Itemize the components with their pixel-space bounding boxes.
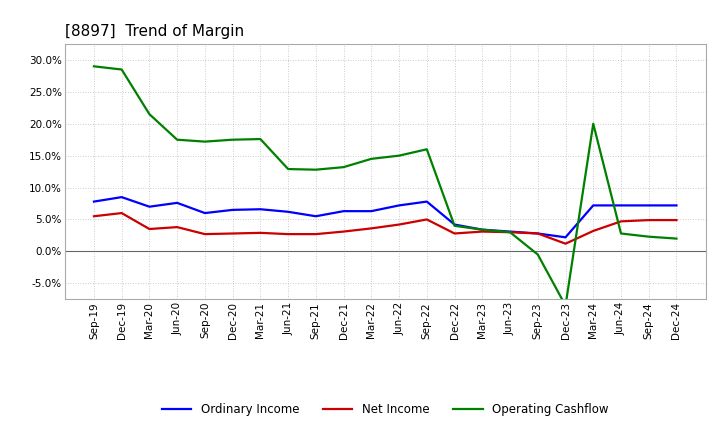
Net Income	[561, 241, 570, 246]
Net Income	[201, 231, 210, 237]
Text: [8897]  Trend of Margin: [8897] Trend of Margin	[65, 24, 244, 39]
Net Income	[644, 217, 653, 223]
Net Income	[117, 210, 126, 216]
Net Income	[256, 230, 265, 235]
Ordinary Income	[145, 204, 154, 209]
Operating Cashflow	[534, 252, 542, 257]
Net Income	[339, 229, 348, 234]
Ordinary Income	[256, 207, 265, 212]
Operating Cashflow	[201, 139, 210, 144]
Net Income	[284, 231, 292, 237]
Ordinary Income	[478, 227, 487, 232]
Operating Cashflow	[284, 166, 292, 172]
Operating Cashflow	[561, 303, 570, 308]
Net Income	[228, 231, 237, 236]
Net Income	[589, 228, 598, 234]
Operating Cashflow	[173, 137, 181, 142]
Net Income	[534, 231, 542, 236]
Operating Cashflow	[478, 227, 487, 232]
Ordinary Income	[339, 209, 348, 214]
Ordinary Income	[423, 199, 431, 204]
Net Income	[505, 230, 514, 235]
Operating Cashflow	[367, 156, 376, 161]
Net Income	[672, 217, 681, 223]
Ordinary Income	[644, 203, 653, 208]
Ordinary Income	[616, 203, 625, 208]
Ordinary Income	[534, 231, 542, 236]
Ordinary Income	[117, 194, 126, 200]
Ordinary Income	[589, 203, 598, 208]
Operating Cashflow	[228, 137, 237, 142]
Operating Cashflow	[145, 111, 154, 117]
Operating Cashflow	[89, 64, 98, 69]
Net Income	[395, 222, 403, 227]
Operating Cashflow	[117, 67, 126, 72]
Line: Ordinary Income: Ordinary Income	[94, 197, 677, 237]
Operating Cashflow	[256, 136, 265, 142]
Operating Cashflow	[672, 236, 681, 241]
Ordinary Income	[367, 209, 376, 214]
Operating Cashflow	[395, 153, 403, 158]
Ordinary Income	[395, 203, 403, 208]
Ordinary Income	[89, 199, 98, 204]
Line: Net Income: Net Income	[94, 213, 677, 244]
Operating Cashflow	[505, 230, 514, 235]
Ordinary Income	[201, 210, 210, 216]
Line: Operating Cashflow: Operating Cashflow	[94, 66, 677, 306]
Ordinary Income	[450, 222, 459, 227]
Operating Cashflow	[616, 231, 625, 236]
Ordinary Income	[284, 209, 292, 214]
Ordinary Income	[228, 207, 237, 213]
Operating Cashflow	[589, 121, 598, 126]
Net Income	[616, 219, 625, 224]
Net Income	[89, 214, 98, 219]
Operating Cashflow	[644, 234, 653, 239]
Operating Cashflow	[450, 223, 459, 228]
Net Income	[423, 217, 431, 222]
Net Income	[367, 226, 376, 231]
Ordinary Income	[505, 229, 514, 234]
Net Income	[450, 231, 459, 236]
Ordinary Income	[672, 203, 681, 208]
Operating Cashflow	[312, 167, 320, 172]
Ordinary Income	[173, 200, 181, 205]
Ordinary Income	[561, 235, 570, 240]
Net Income	[478, 229, 487, 234]
Operating Cashflow	[423, 147, 431, 152]
Net Income	[173, 224, 181, 230]
Operating Cashflow	[339, 165, 348, 170]
Net Income	[312, 231, 320, 237]
Net Income	[145, 226, 154, 231]
Legend: Ordinary Income, Net Income, Operating Cashflow: Ordinary Income, Net Income, Operating C…	[157, 399, 613, 421]
Ordinary Income	[312, 214, 320, 219]
